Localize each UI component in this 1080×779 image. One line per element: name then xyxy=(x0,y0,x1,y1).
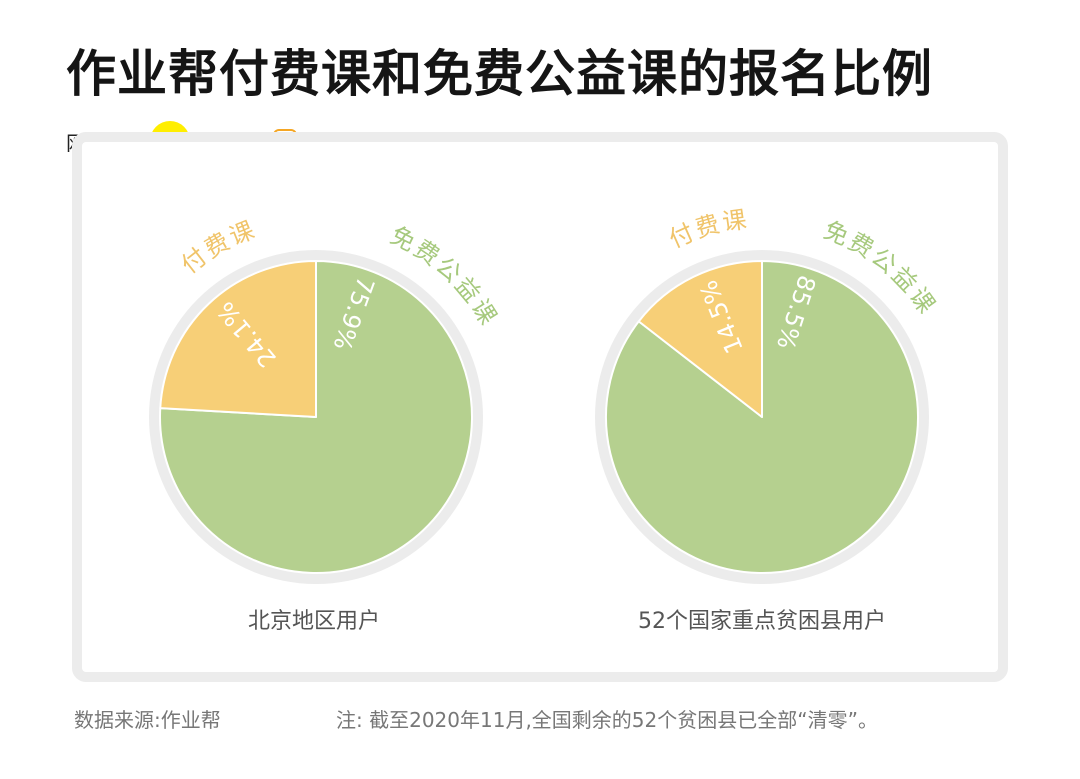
data-source: 数据来源:作业帮 xyxy=(74,708,221,732)
pie-caption-beijing: 北京地区用户 xyxy=(247,609,381,634)
footnote: 注: 截至2020年11月,全国剩余的52个贫困县已全部“清零”。 xyxy=(336,708,878,732)
chart-title: 作业帮付费课和免费公益课的报名比例 xyxy=(66,45,933,103)
chart-panel xyxy=(72,132,1008,682)
pie-caption-poverty-counties: 52个国家重点贫困县用户 xyxy=(638,609,886,634)
